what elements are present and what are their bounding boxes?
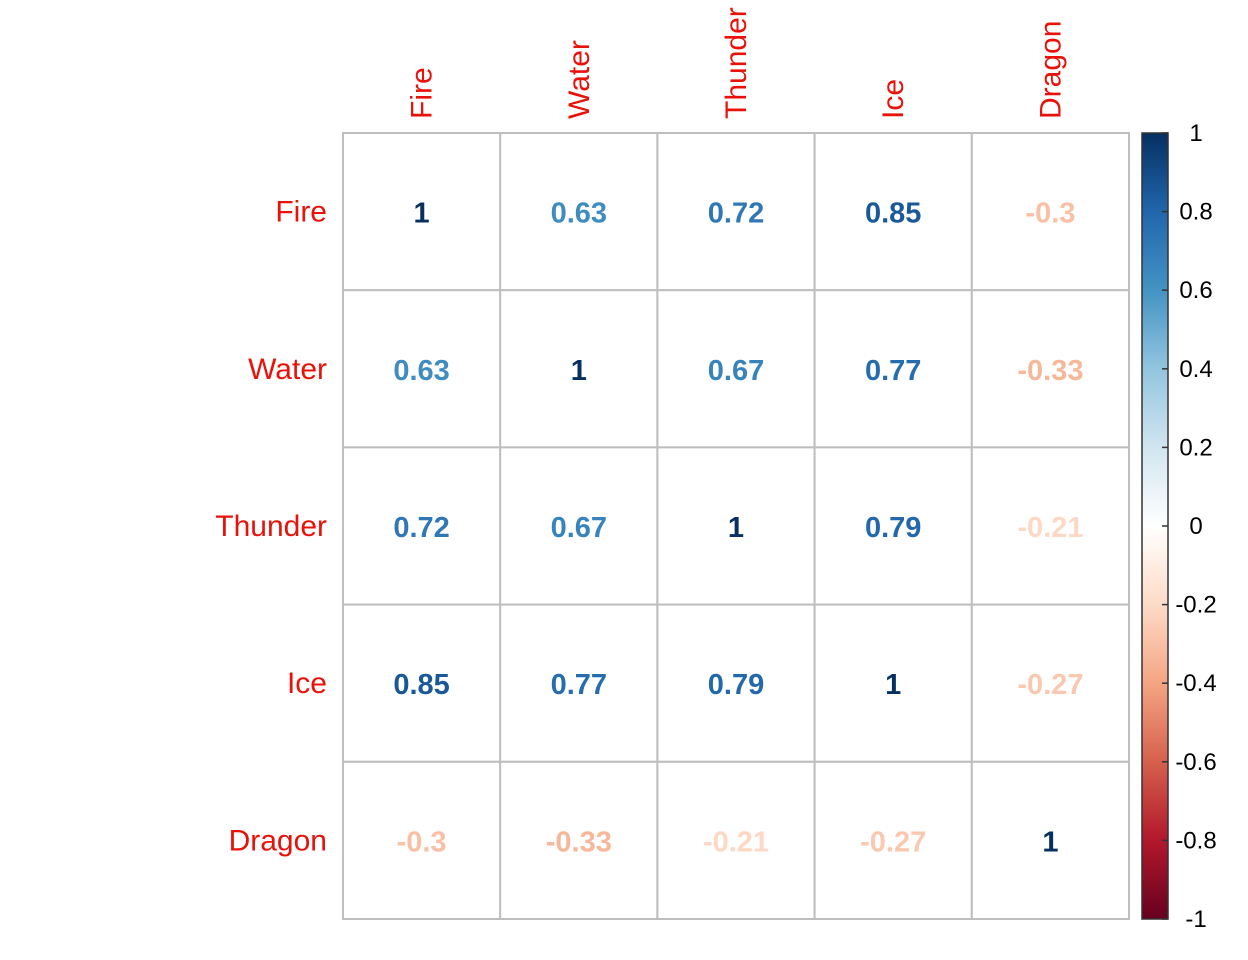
cell-value-label: 0.85 <box>393 669 449 701</box>
row-label: Dragon <box>229 824 327 857</box>
colorbar-tick-label: 0.6 <box>1179 277 1212 304</box>
cell-value-label: 0.72 <box>708 198 764 230</box>
heatmap-cell <box>342 603 502 763</box>
colorbar-tick-label: 0.8 <box>1179 199 1212 226</box>
colorbar-tick-label: 0 <box>1189 513 1202 540</box>
colorbar-tick-label: -0.8 <box>1175 827 1216 854</box>
heatmap-cell <box>342 289 502 449</box>
colorbar-tick-label: -0.4 <box>1175 670 1216 697</box>
colorbar-tick-label: -0.6 <box>1175 749 1216 776</box>
heatmap-cell <box>970 603 1130 763</box>
cell-value-label: 0.67 <box>708 355 764 387</box>
heatmap-cell <box>813 132 973 292</box>
column-label: Water <box>563 40 596 119</box>
heatmap-cell <box>813 446 973 606</box>
cell-value-label: 0.85 <box>865 198 921 230</box>
row-label: Ice <box>287 667 327 700</box>
heatmap-cell <box>342 132 502 292</box>
cell-values: 1 0.63 0.72 0.85 -0.3 0.63 1 0.67 0.77 -0.33 0.72 0… <box>393 198 1083 859</box>
cell-value-label: 0.79 <box>865 512 921 544</box>
cell-value-label: 1 <box>885 669 901 701</box>
cell-value-label: -0.33 <box>1017 355 1083 387</box>
colorbar-tick-label: 0.2 <box>1179 434 1212 461</box>
cell-value-label: -0.21 <box>1017 512 1083 544</box>
cell-value-label: -0.3 <box>1025 198 1075 230</box>
cell-value-label: -0.27 <box>1017 669 1083 701</box>
cell-value-label: 0.63 <box>393 355 449 387</box>
colorbar-tick-label: 0.4 <box>1179 356 1212 383</box>
heatmap-cell <box>813 603 973 763</box>
row-label: Water <box>248 353 327 386</box>
cell-value-label: 0.72 <box>393 512 449 544</box>
column-label: Fire <box>406 67 439 119</box>
column-label: Ice <box>877 79 910 119</box>
heatmap-cell <box>499 603 659 763</box>
heatmap-cell <box>970 289 1130 449</box>
colorbar: 1 0.8 0.6 0.4 0.2 0 -0.2 -0.4 -0.6 -0.8 -1 <box>1141 120 1217 933</box>
cell-value-label: -0.27 <box>860 826 926 858</box>
row-label: Fire <box>275 196 327 229</box>
cell-value-label: 0.67 <box>551 512 607 544</box>
cell-value-label: 1 <box>571 355 587 387</box>
heatmap-cell <box>656 603 816 763</box>
colorbar-tick-label: 1 <box>1189 120 1202 147</box>
colorbar-tick-label: -0.2 <box>1175 592 1216 619</box>
column-labels: Fire Water Thunder Ice Dragon <box>406 7 1068 119</box>
heatmap-grid <box>342 132 1130 920</box>
heatmap-cell <box>499 446 659 606</box>
cell-value-label: -0.3 <box>397 826 447 858</box>
cell-value-label: 1 <box>728 512 744 544</box>
heatmap-cell <box>656 132 816 292</box>
cell-value-label: 1 <box>414 198 430 230</box>
cell-value-label: 0.77 <box>865 355 921 387</box>
heatmap-cell <box>656 446 816 606</box>
heatmap-cell <box>970 132 1130 292</box>
cell-value-label: -0.21 <box>703 826 769 858</box>
heatmap-cell <box>499 132 659 292</box>
heatmap-cell <box>656 289 816 449</box>
row-labels: Fire Water Thunder Ice Dragon <box>215 196 327 858</box>
heatmap-cell <box>970 446 1130 606</box>
heatmap-cell <box>970 760 1130 920</box>
cell-value-label: 0.77 <box>551 669 607 701</box>
colorbar-tick-label: -1 <box>1185 906 1206 933</box>
cell-value-label: 1 <box>1042 826 1058 858</box>
row-label: Thunder <box>215 510 327 543</box>
heatmap-cell <box>656 760 816 920</box>
heatmap-cell <box>342 760 502 920</box>
heatmap-cell <box>499 760 659 920</box>
column-label: Thunder <box>720 7 753 119</box>
cell-value-label: 0.79 <box>708 669 764 701</box>
cell-value-label: 0.63 <box>551 198 607 230</box>
cell-value-label: -0.33 <box>546 826 612 858</box>
column-label: Dragon <box>1034 21 1067 119</box>
